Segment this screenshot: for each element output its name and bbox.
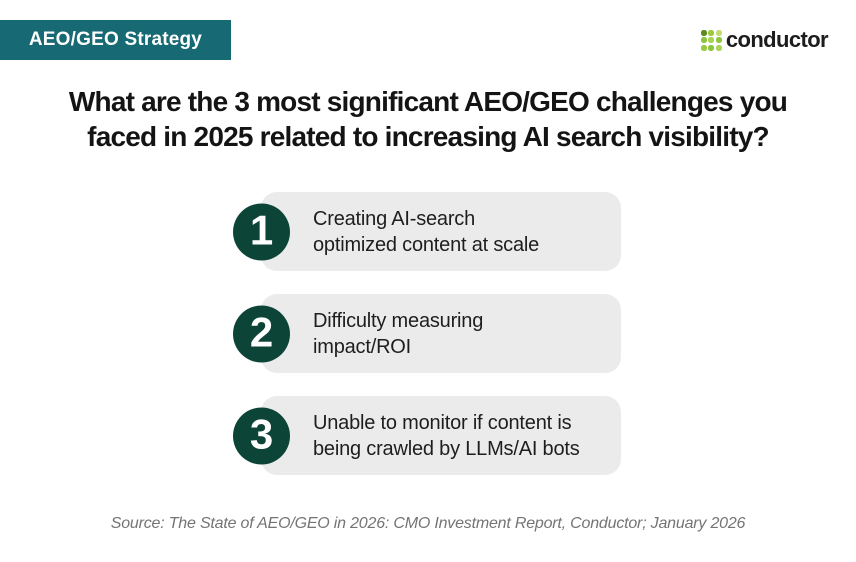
conductor-logo-text: conductor [725, 27, 829, 52]
challenge-1-text-box: Creating AI-search optimized content at … [261, 192, 621, 271]
conductor-dots-icon [700, 29, 722, 51]
challenge-2-text-box: Difficulty measuring impact/ROI [261, 294, 621, 373]
rank-3-number: 3 [249, 410, 274, 458]
category-badge-label: AEO/GEO Strategy [28, 29, 203, 50]
rank-2-badge: 2 [233, 305, 290, 362]
challenge-item-3: 3 Unable to monitor if content is being … [233, 396, 621, 475]
challenge-item-2: 2 Difficulty measuring impact/ROI [233, 294, 621, 373]
challenges-list: 1 Creating AI-search optimized content a… [0, 192, 856, 475]
challenge-3-text-box: Unable to monitor if content is being cr… [261, 396, 621, 475]
challenge-1-line2: optimized content at scale [313, 233, 540, 256]
category-badge: AEO/GEO Strategy [0, 20, 231, 60]
question-title-line1: What are the 3 most significant AEO/GEO … [68, 86, 788, 117]
question-title-line2: faced in 2025 related to increasing AI s… [87, 121, 769, 152]
challenge-item-1: 1 Creating AI-search optimized content a… [233, 192, 621, 271]
source-citation: Source: The State of AEO/GEO in 2026: CM… [110, 515, 746, 532]
challenge-3-line2: being crawled by LLMs/AI bots [313, 437, 580, 460]
challenge-2-line1: Difficulty measuring [313, 309, 484, 332]
question-title: What are the 3 most significant AEO/GEO … [0, 0, 856, 154]
rank-1-number: 1 [249, 206, 274, 254]
rank-2-number: 2 [249, 308, 274, 356]
challenge-1-line1: Creating AI-search [313, 207, 476, 230]
rank-3-badge: 3 [233, 407, 290, 464]
challenge-2-line2: impact/ROI [313, 335, 412, 358]
conductor-logo: conductor [700, 27, 829, 52]
rank-1-badge: 1 [233, 203, 290, 260]
challenge-3-line1: Unable to monitor if content is [313, 411, 572, 434]
